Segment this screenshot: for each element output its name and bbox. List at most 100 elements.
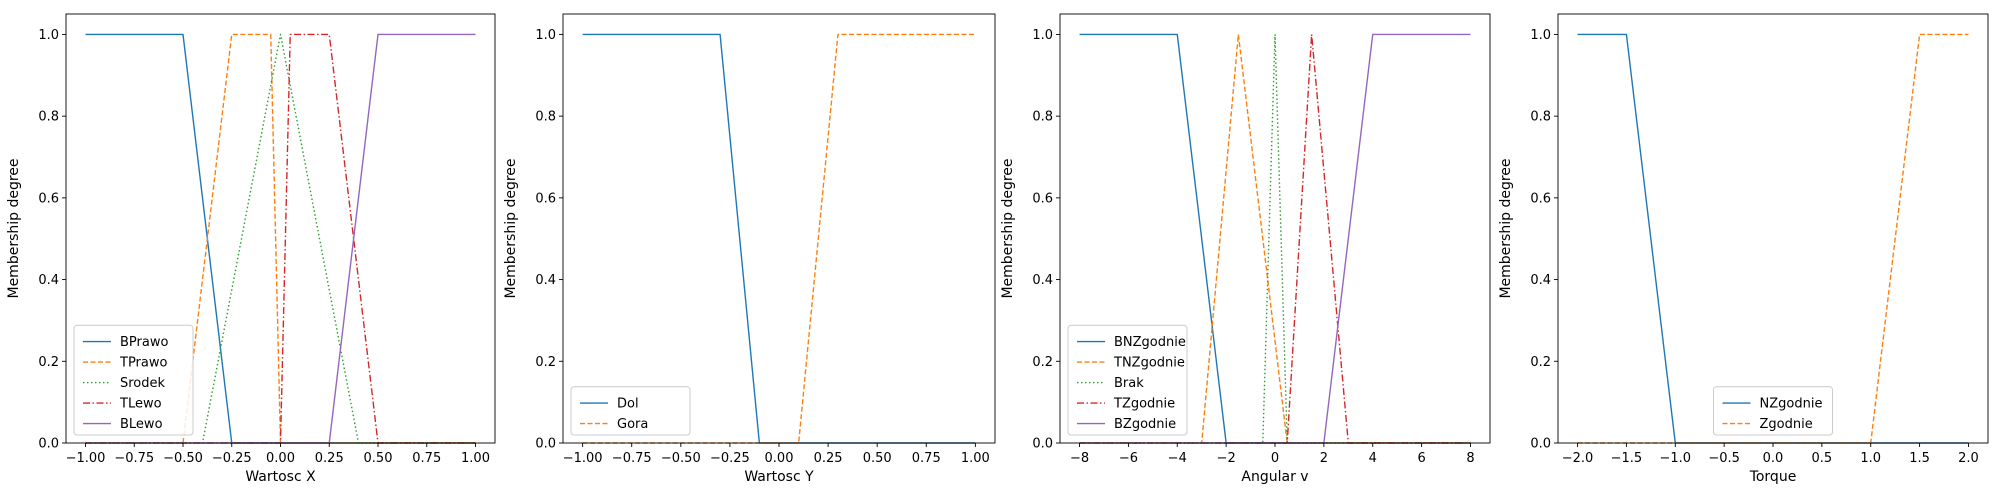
y-tick-label: 0.6	[535, 191, 556, 206]
legend-box	[1713, 386, 1833, 436]
x-tick-label: −0.75	[612, 451, 652, 466]
y-tick-label: 0.6	[1032, 191, 1053, 206]
plot-area	[1577, 33, 1969, 444]
x-tick-label: −2	[1217, 451, 1236, 466]
x-tick-label: −0.50	[163, 451, 203, 466]
y-tick-label: 0.8	[1530, 110, 1551, 125]
series-line-nzgodnie	[1577, 33, 1969, 444]
chart-panel-1: −1.00 −0.75 −0.50 −0.25 0.00 0.25 0.50 0.75 1.00…	[6, 13, 496, 485]
y-tick-label: 0.2	[535, 355, 556, 370]
x-tick-label: 1.5	[1909, 451, 1930, 466]
x-tick-label: 0.25	[814, 451, 843, 466]
x-tick-label: 0	[1271, 451, 1279, 466]
x-tick-label: −6	[1119, 451, 1138, 466]
x-tick-label: −0.50	[661, 451, 701, 466]
x-tick-label: −2.0	[1562, 451, 1594, 466]
legend-label-dol: Dol	[617, 397, 639, 412]
y-tick-label: 0.8	[535, 110, 556, 125]
y-tick-label: 0.8	[1032, 110, 1053, 125]
chart-panel-4: −2.0 −1.5 −1.0 −0.5 0.0 0.5 1.0 1.5 2.0 Torque 0.0…	[1498, 13, 1989, 485]
y-axis-label: Membership degree	[503, 158, 519, 298]
series-line-srodek	[85, 33, 476, 444]
x-tick-label: 6	[1417, 451, 1425, 466]
x-tick-label: 0.75	[412, 451, 441, 466]
series-line-zgodnie	[1577, 33, 1969, 444]
x-tick-label: 4	[1369, 451, 1377, 466]
x-tick-label: 0.75	[912, 451, 941, 466]
legend: NZgodnie Zgodnie	[1713, 386, 1833, 436]
series-line-tprawo	[85, 33, 476, 444]
series-line-dol	[582, 33, 976, 444]
legend-box	[1067, 324, 1188, 436]
x-tick-label: −1.00	[66, 451, 106, 466]
x-tick-label: 1.00	[461, 451, 490, 466]
y-tick-label: 0.6	[38, 191, 59, 206]
y-axis: 0.0 0.2 0.4 0.6 0.8 1.0 Membership degree	[1498, 28, 1558, 452]
y-axis-label: Membership degree	[1000, 158, 1016, 298]
axes-frame	[1557, 13, 1989, 444]
y-tick-label: 1.0	[1032, 28, 1053, 43]
chart-panel-2: −1.00 −0.75 −0.50 −0.25 0.00 0.25 0.50 0.75 1.00…	[503, 13, 996, 485]
y-tick-label: 0.4	[1032, 273, 1053, 288]
plot-area	[582, 33, 976, 444]
x-tick-label: 8	[1466, 451, 1474, 466]
y-tick-label: 0.2	[1032, 355, 1053, 370]
x-tick-label: 2.0	[1958, 451, 1979, 466]
y-tick-label: 0.0	[38, 437, 59, 452]
x-tick-label: −4	[1168, 451, 1187, 466]
x-tick-label: −0.5	[1708, 451, 1740, 466]
y-tick-label: 1.0	[535, 28, 556, 43]
y-tick-label: 0.4	[1530, 273, 1551, 288]
x-axis-label: Wartosc X	[245, 469, 316, 485]
legend-label-tzgodnie: TZgodnie	[1113, 397, 1175, 412]
y-tick-label: 0.8	[38, 110, 59, 125]
x-tick-label: −0.25	[212, 451, 252, 466]
legend-label-tlewo: TLewo	[119, 397, 162, 412]
x-tick-label: 2	[1320, 451, 1328, 466]
legend: BPrawo TPrawo Srodek TLewo BLewo	[73, 324, 194, 436]
legend-label-tnzgodnie: TNZgodnie	[1113, 356, 1185, 371]
y-tick-label: 0.0	[1032, 437, 1053, 452]
y-tick-label: 0.0	[1530, 437, 1551, 452]
legend: BNZgodnie TNZgodnie Brak TZgodnie BZgodnie	[1067, 324, 1188, 436]
x-axis: −8 −6 −4 −2 0 2 4 6 8 Angular v	[1070, 443, 1475, 485]
legend-label-bnzgodnie: BNZgodnie	[1114, 335, 1186, 350]
y-axis: 0.0 0.2 0.4 0.6 0.8 1.0 Membership degree	[6, 28, 66, 452]
y-tick-label: 0.6	[1530, 191, 1551, 206]
x-tick-label: 0.0	[1763, 451, 1784, 466]
x-tick-label: 0.50	[863, 451, 892, 466]
y-tick-label: 0.2	[38, 355, 59, 370]
x-tick-label: −1.0	[1659, 451, 1691, 466]
x-tick-label: −0.75	[114, 451, 154, 466]
legend-label-brak: Brak	[1114, 376, 1144, 391]
legend-label-srodek: Srodek	[120, 376, 166, 391]
x-axis: −1.00 −0.75 −0.50 −0.25 0.00 0.25 0.50 0.75 1.00…	[66, 443, 490, 485]
y-tick-label: 0.4	[38, 273, 59, 288]
x-axis-label: Angular v	[1241, 469, 1308, 485]
x-axis: −2.0 −1.5 −1.0 −0.5 0.0 0.5 1.0 1.5 2.0 Torque	[1562, 443, 1979, 485]
x-tick-label: −0.25	[710, 451, 750, 466]
x-axis: −1.00 −0.75 −0.50 −0.25 0.00 0.25 0.50 0.75 1.00…	[563, 443, 990, 485]
y-tick-label: 0.0	[535, 437, 556, 452]
x-tick-label: 0.00	[765, 451, 794, 466]
x-tick-label: −1.00	[563, 451, 603, 466]
x-tick-label: 1.00	[961, 451, 990, 466]
y-axis: 0.0 0.2 0.4 0.6 0.8 1.0 Membership degree	[503, 28, 563, 452]
x-tick-label: 1.0	[1860, 451, 1881, 466]
legend-label-gora: Gora	[617, 417, 648, 432]
legend-label-tprawo: TPrawo	[119, 356, 167, 371]
x-tick-label: −8	[1070, 451, 1089, 466]
x-tick-label: −1.5	[1611, 451, 1643, 466]
legend-label-zgodnie: Zgodnie	[1760, 417, 1813, 432]
x-tick-label: 0.00	[266, 451, 295, 466]
legend: Dol Gora	[570, 386, 691, 436]
x-tick-label: 0.5	[1812, 451, 1833, 466]
y-tick-label: 1.0	[1530, 28, 1551, 43]
legend-box	[570, 386, 691, 436]
legend-label-bprawo: BPrawo	[120, 335, 168, 350]
chart-panel-3: −8 −6 −4 −2 0 2 4 6 8 Angular v 0.0 0.2 0.4 0.6 0.8 1.0…	[1000, 13, 1491, 485]
x-axis-label: Torque	[1749, 469, 1797, 485]
y-tick-label: 1.0	[38, 28, 59, 43]
y-axis-label: Membership degree	[1498, 158, 1514, 298]
